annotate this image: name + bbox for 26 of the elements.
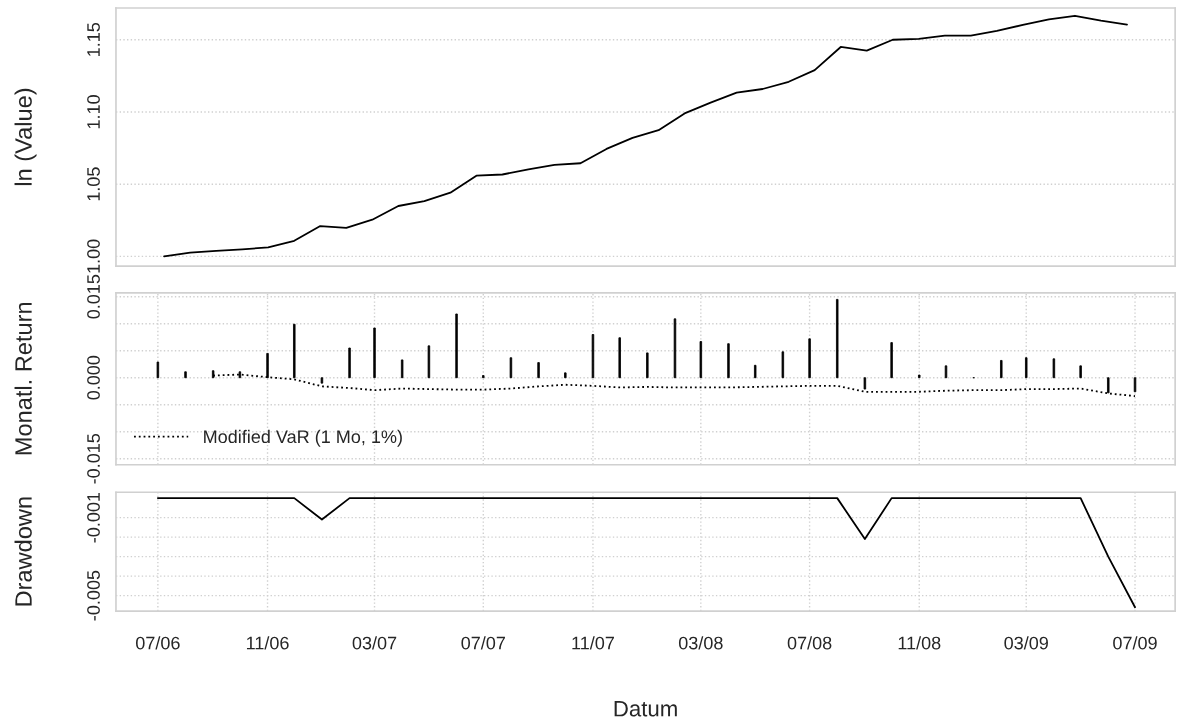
line-series [156, 497, 1136, 609]
x-tick-label: 07/09 [1113, 636, 1157, 650]
x-tick-label: 11/08 [898, 636, 941, 650]
y-tick-label: -0.001 [87, 492, 100, 543]
y-tick-label: 1.05 [87, 167, 100, 201]
y-tick-label: 1.00 [87, 239, 100, 273]
x-axis-title: Datum [614, 701, 677, 717]
y-axis-title: Monatl. Return [14, 302, 32, 455]
legend-label: Modified VaR (1 Mo, 1%) [204, 429, 402, 447]
line-series [163, 14, 1128, 258]
y-tick-label: 0.000 [87, 355, 100, 400]
y-tick-label: 1.15 [87, 22, 100, 56]
y-axis-title: ln (Value) [14, 88, 37, 186]
x-tick-label: 07/08 [787, 636, 832, 650]
x-tick-label: 07/06 [135, 636, 180, 650]
x-tick-label: 07/07 [461, 636, 505, 650]
y-tick-label: -0.015 [87, 433, 100, 484]
x-tick-label: 03/09 [1004, 636, 1048, 650]
y-tick-label: 1.10 [87, 95, 100, 129]
y-axis-title: Drawdown [14, 497, 32, 606]
y-tick-label: 0.015 [87, 274, 100, 319]
x-tick-label: 03/08 [678, 636, 723, 650]
y-tick-label: -0.005 [87, 570, 100, 621]
x-tick-label: 03/07 [352, 636, 397, 650]
x-tick-label: 11/06 [246, 636, 289, 650]
x-tick-label: 11/07 [572, 636, 614, 650]
